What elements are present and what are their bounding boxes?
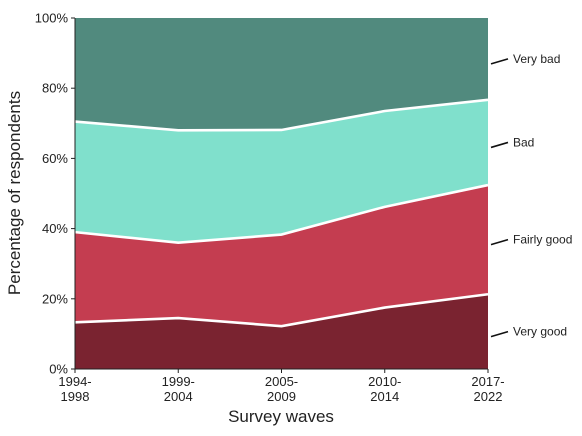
legend-label-bad: Bad	[513, 135, 534, 149]
legend: Very good Fairly good Bad Very bad	[490, 52, 572, 339]
legend-label-fairly-good: Fairly good	[513, 233, 572, 247]
x-tick-label: 2010-2014	[368, 374, 401, 404]
boundary-line-3	[74, 98, 489, 132]
x-tick-label: 2017-2022	[471, 374, 504, 404]
boundary-line-1	[74, 292, 489, 328]
area-layer	[75, 18, 488, 369]
y-tick-label: 40%	[42, 221, 68, 236]
x-tick-label: 1999-2004	[162, 374, 195, 404]
y-tick-label: 20%	[42, 291, 68, 306]
legend-leader-very-good	[490, 330, 509, 338]
y-tick-label: 80%	[42, 81, 68, 96]
x-axis-title: Survey waves	[228, 407, 334, 426]
area-fairly-good	[75, 185, 488, 327]
legend-label-very-good: Very good	[513, 325, 567, 339]
y-tick-label: 0%	[49, 362, 68, 377]
y-tick-label: 60%	[42, 151, 68, 166]
x-axis: 1994-1998 1999-2004 2005-2009 2010-2014 2017…	[58, 368, 505, 404]
y-axis: 0% 20% 40% 60% 80% 100%	[35, 11, 76, 377]
boundary-lines	[74, 98, 489, 328]
legend-leader-bad	[490, 141, 509, 149]
x-tick-label: 2005-2009	[265, 374, 298, 404]
y-tick-label: 100%	[35, 11, 69, 26]
x-tick-label: 1994-1998	[58, 374, 91, 404]
boundary-line-2	[74, 183, 489, 244]
legend-leader-very-bad	[490, 58, 509, 65]
legend-label-very-bad: Very bad	[513, 52, 560, 66]
area-very-good	[75, 294, 488, 369]
y-axis-title: Percentage of respondents	[5, 91, 24, 295]
area-very-bad	[75, 18, 488, 131]
legend-leader-fairly-good	[490, 238, 509, 246]
area-bad	[75, 99, 488, 243]
